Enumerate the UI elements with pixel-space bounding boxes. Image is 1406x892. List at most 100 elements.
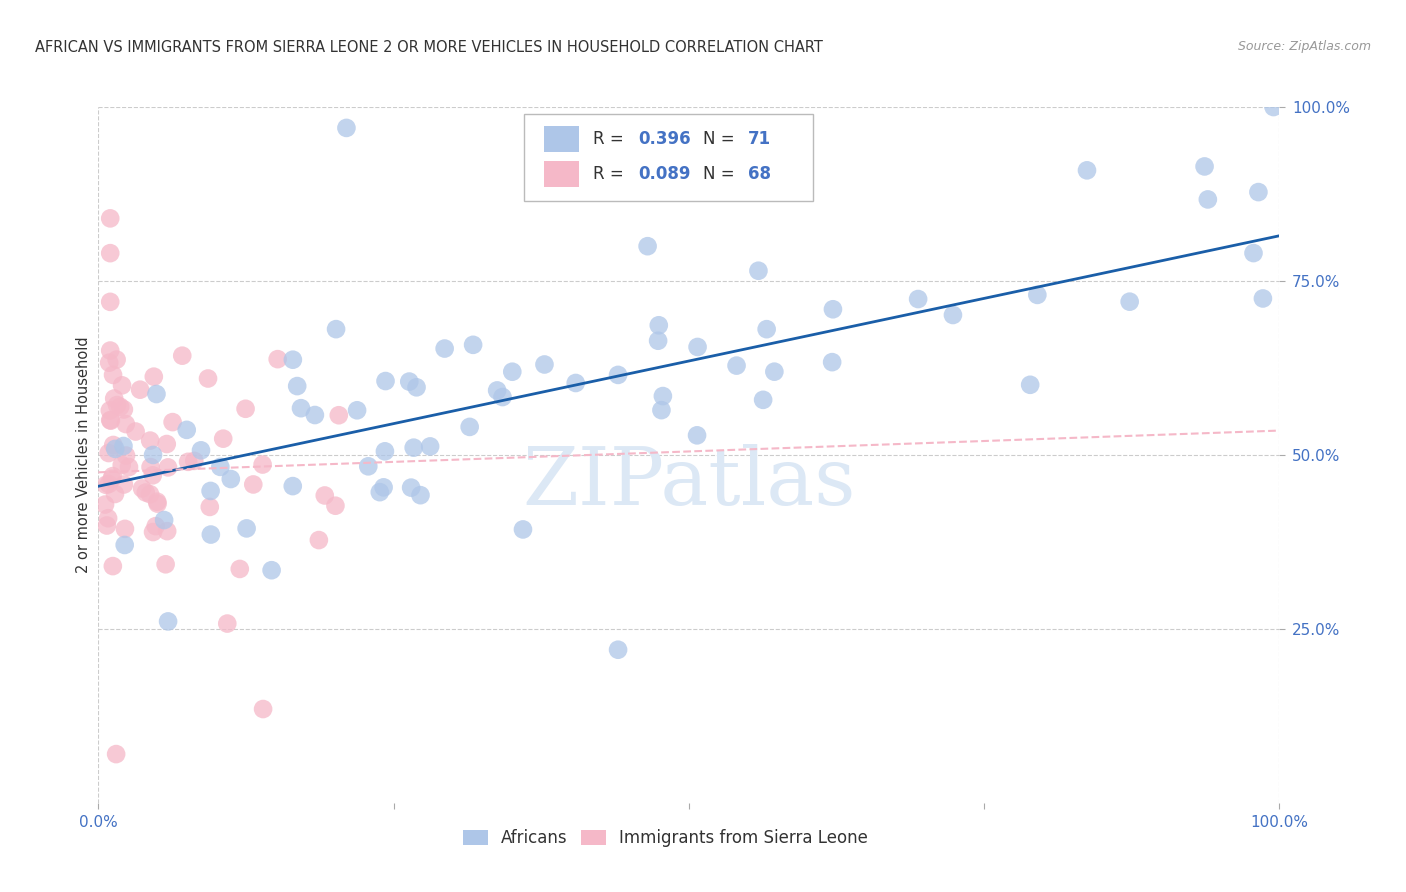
Point: [145, 519, 167, 533]
Point: [209, 459, 232, 474]
Point: [907, 292, 929, 306]
Point: [304, 408, 326, 422]
Point: [374, 374, 396, 388]
Point: [200, 527, 222, 541]
Point: [176, 423, 198, 437]
Text: ZIPatlas: ZIPatlas: [522, 443, 856, 522]
Point: [1076, 163, 1098, 178]
Point: [101, 559, 124, 574]
Point: [648, 318, 671, 333]
Point: [98, 211, 121, 226]
Point: [98, 343, 121, 358]
Point: [142, 468, 165, 483]
Point: [252, 702, 274, 716]
Point: [156, 524, 179, 538]
Point: [1026, 288, 1049, 302]
Point: [212, 432, 235, 446]
Point: [172, 349, 194, 363]
Point: [564, 376, 586, 390]
Point: [162, 415, 184, 429]
Point: [374, 444, 396, 458]
Point: [607, 368, 630, 382]
Point: [1251, 292, 1274, 306]
Point: [1243, 246, 1265, 260]
Point: [131, 482, 153, 496]
Point: [266, 352, 288, 367]
Point: [98, 403, 121, 417]
Point: [142, 524, 165, 539]
Point: [157, 615, 180, 629]
FancyBboxPatch shape: [544, 161, 579, 187]
Point: [100, 414, 122, 428]
Point: [433, 342, 456, 356]
Point: [752, 392, 775, 407]
Point: [651, 389, 673, 403]
Text: R =: R =: [593, 130, 630, 148]
Point: [135, 485, 157, 500]
Point: [111, 378, 134, 392]
Point: [155, 558, 177, 572]
Point: [101, 469, 124, 483]
Point: [97, 477, 120, 491]
Point: [129, 383, 152, 397]
Point: [399, 481, 422, 495]
Point: [1019, 377, 1042, 392]
Point: [647, 334, 669, 348]
Point: [98, 294, 121, 309]
Point: [200, 483, 222, 498]
Point: [153, 513, 176, 527]
Point: [763, 365, 786, 379]
Point: [533, 358, 555, 372]
Legend: Africans, Immigrants from Sierra Leone: Africans, Immigrants from Sierra Leone: [456, 822, 875, 854]
Point: [942, 308, 965, 322]
Point: [409, 488, 432, 502]
Point: [1194, 160, 1216, 174]
Text: AFRICAN VS IMMIGRANTS FROM SIERRA LEONE 2 OR MORE VEHICLES IN HOUSEHOLD CORRELAT: AFRICAN VS IMMIGRANTS FROM SIERRA LEONE …: [35, 40, 823, 55]
Point: [1247, 185, 1270, 199]
Point: [103, 438, 125, 452]
Point: [242, 477, 264, 491]
Point: [98, 246, 121, 260]
Point: [98, 356, 121, 370]
Point: [96, 518, 118, 533]
Point: [346, 403, 368, 417]
Point: [124, 425, 146, 439]
Point: [145, 387, 167, 401]
Point: [486, 384, 509, 398]
Point: [290, 401, 312, 416]
Point: [260, 563, 283, 577]
FancyBboxPatch shape: [544, 126, 579, 153]
Text: 71: 71: [748, 130, 770, 148]
Text: 0.396: 0.396: [638, 130, 690, 148]
Point: [114, 522, 136, 536]
Point: [157, 460, 180, 475]
Text: 0.089: 0.089: [638, 165, 690, 183]
Point: [105, 352, 128, 367]
Point: [357, 459, 380, 474]
Point: [108, 400, 131, 414]
Point: [368, 485, 391, 500]
Point: [405, 380, 427, 394]
Point: [607, 642, 630, 657]
Point: [103, 392, 125, 406]
Y-axis label: 2 or more Vehicles in Household: 2 or more Vehicles in Household: [76, 336, 91, 574]
Text: Source: ZipAtlas.com: Source: ZipAtlas.com: [1237, 40, 1371, 54]
Point: [308, 533, 330, 547]
Point: [458, 420, 481, 434]
Point: [821, 302, 844, 317]
Point: [398, 375, 420, 389]
Point: [105, 747, 128, 761]
Point: [112, 477, 135, 491]
Point: [1197, 193, 1219, 207]
Point: [1263, 100, 1285, 114]
Point: [650, 403, 672, 417]
Point: [197, 371, 219, 385]
Point: [112, 439, 135, 453]
Point: [686, 428, 709, 442]
Point: [111, 458, 134, 472]
Point: [219, 472, 242, 486]
Point: [501, 365, 523, 379]
Text: 68: 68: [748, 165, 770, 183]
Point: [97, 511, 120, 525]
Point: [94, 498, 117, 512]
